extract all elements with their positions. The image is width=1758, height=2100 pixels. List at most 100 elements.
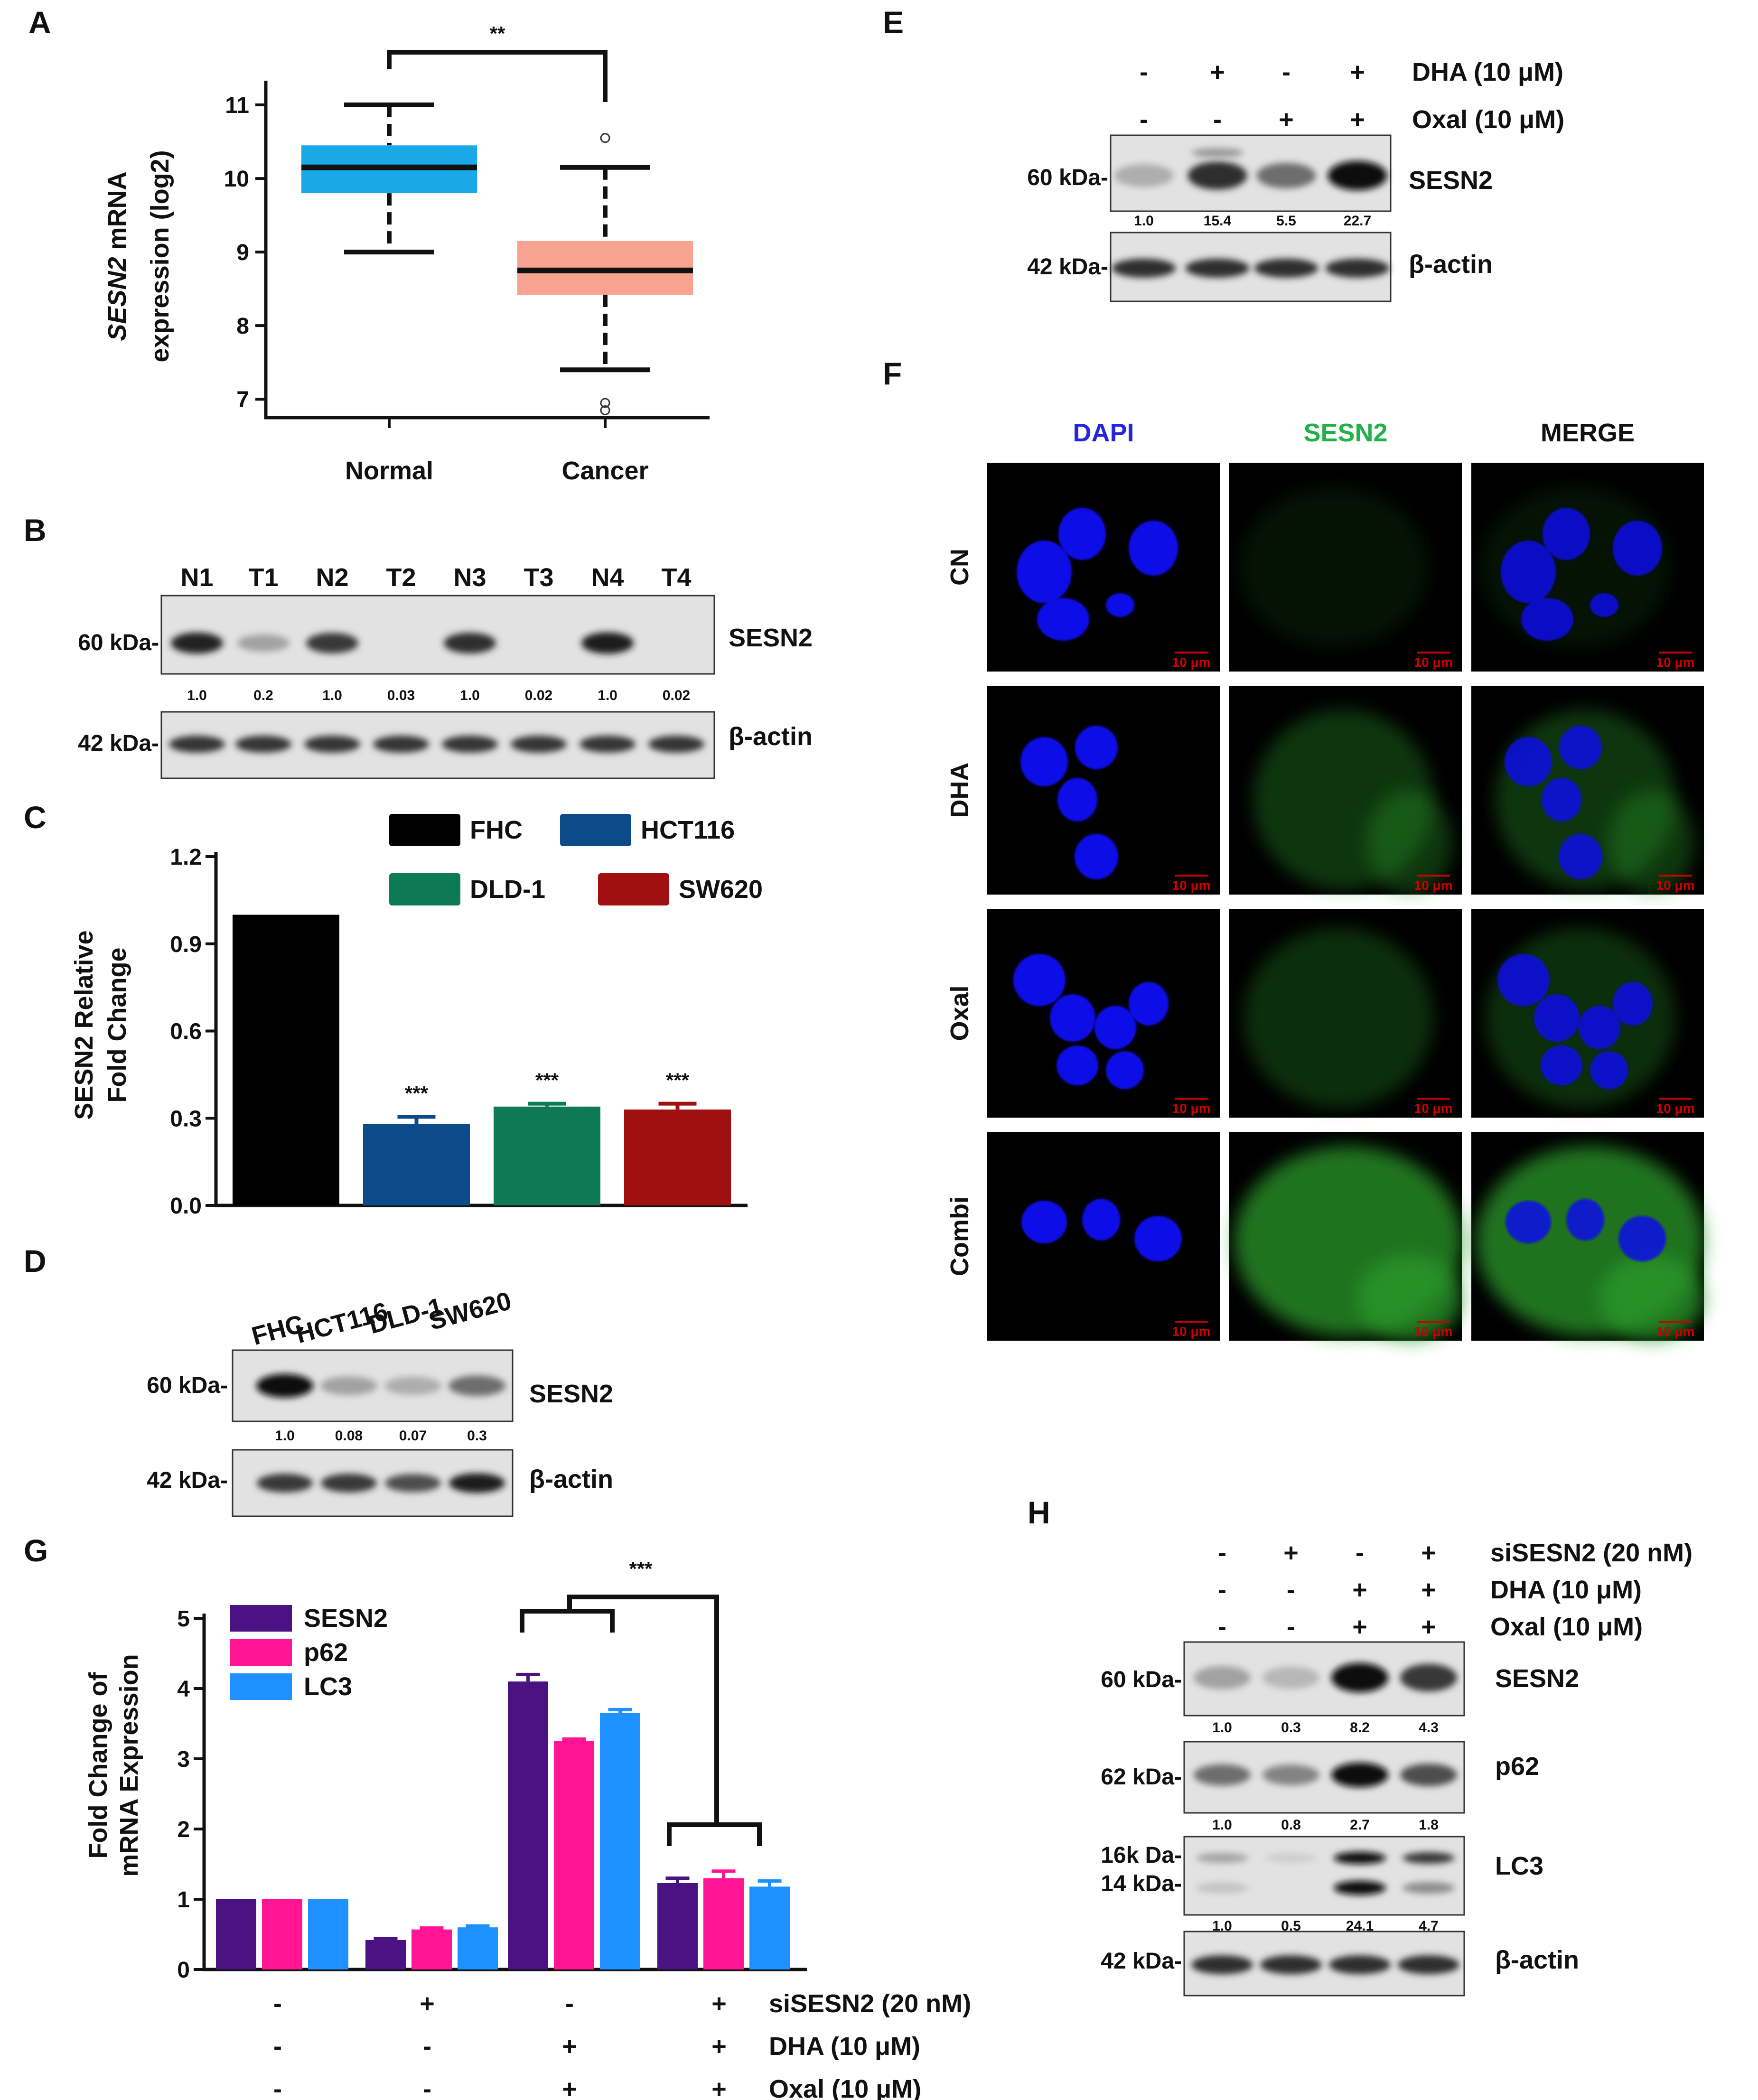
panel-b-quant-6: 0.02 — [525, 688, 552, 703]
panel-f-row-combi: Combi — [945, 1196, 974, 1276]
panel-g-legend-label-1: SESN2 — [304, 1604, 388, 1633]
panel-g-legend-label-3: LC3 — [304, 1672, 352, 1701]
panel-a-ylabel-rest: mRNA — [103, 171, 131, 257]
panel-e-band-sesn2-3 — [1256, 163, 1316, 188]
panel-e-quant-1: 1.0 — [1134, 213, 1154, 229]
panel-e-condition-row1-sign-2: + — [1210, 58, 1225, 86]
panel-f-column-dapi: DAPI — [1073, 419, 1134, 447]
panel-a-ylabel-gene: SESN2 — [103, 257, 131, 341]
panel-e-band-sesn2-2 — [1188, 161, 1247, 190]
panel-e-condition-row2-sign-2: - — [1213, 105, 1222, 134]
panel-b-lane-N3: N3 — [453, 563, 486, 592]
panel-g-condition-row1-label: siSESN2 (20 nM) — [769, 1989, 971, 2018]
panel-d-band-actin-4 — [449, 1473, 505, 1493]
dapi-nucleus-1 — [1020, 737, 1068, 786]
dapi-nucleus-4 — [1057, 1045, 1098, 1085]
panel-c-ytick-1.2: 1.2 — [170, 845, 202, 870]
dapi-nucleus-1 — [1497, 954, 1550, 1006]
panel-b-band-sesn2-5 — [444, 633, 496, 653]
dapi-nucleus-2 — [1566, 1199, 1604, 1241]
dapi-nucleus-1 — [1505, 737, 1552, 786]
panel-f-column-sesn2: SESN2 — [1303, 419, 1387, 447]
sesn2-cytoplasm-2 — [1367, 790, 1452, 895]
dapi-nucleus-3 — [1057, 778, 1097, 821]
panel-h-band-lc3-top-3 — [1334, 1852, 1386, 1864]
panel-e-quantification: 1.0 15.4 5.5 22.7 — [1134, 213, 1371, 229]
dapi-nucleus-4 — [1037, 598, 1089, 641]
dapi-nucleus-1 — [1506, 1201, 1551, 1243]
panel-g-bar-sesn2-3 — [508, 1681, 548, 1969]
panel-g-bar-lc3-2 — [458, 1927, 498, 1969]
panel-g-ytick-1: 1 — [177, 1887, 190, 1913]
panel-a-ytick-10: 10 — [224, 167, 249, 192]
dapi-nucleus-5 — [1590, 1051, 1628, 1089]
panel-b-lane-N1: N1 — [180, 563, 213, 592]
panel-d-mw-top: 60 kDa- — [147, 1373, 228, 1398]
panel-b-quant-8: 0.02 — [663, 688, 690, 703]
dapi-nucleus-1 — [1021, 1201, 1067, 1243]
panel-b-blot-sesn2 — [160, 595, 715, 675]
panel-g-condition-row1-sign-3: - — [565, 1989, 574, 2018]
panel-b-band-actin-7 — [580, 736, 636, 753]
panel-a-ytick-8: 8 — [236, 314, 249, 339]
panel-h-condition-row3-sign-3: + — [1352, 1613, 1367, 1641]
panel-b-quantification: 1.0 0.2 1.0 0.03 1.0 0.02 1.0 0.02 — [187, 688, 690, 703]
panel-b-lane-T2: T2 — [386, 563, 416, 592]
panel-f-image-oxal-sesn2: 10 μm — [1229, 909, 1462, 1118]
panel-e-condition-row1-label: DHA (10 μM) — [1412, 58, 1563, 86]
dapi-nucleus-2 — [1559, 726, 1602, 769]
panel-g-condition-row3-sign-4: + — [711, 2075, 727, 2100]
dapi-nucleus-3 — [1094, 1006, 1136, 1049]
panel-f-image-dha-sesn2: 10 μm — [1229, 686, 1462, 895]
panel-b-quant-2: 0.2 — [253, 688, 273, 703]
panel-b-band-actin-3 — [304, 736, 360, 753]
panel-b-lane-N2: N2 — [316, 563, 348, 592]
panel-c-legend-swatch-4 — [598, 873, 669, 905]
panel-a-xlabel-cancer: Cancer — [561, 457, 648, 485]
panel-f-image-dha-merge: 10 μm — [1471, 686, 1704, 895]
scale-bar-label: 10 μm — [1656, 1101, 1695, 1116]
panel-f-image-oxal-merge: 10 μm — [1471, 909, 1704, 1118]
panel-g-legend: SESN2 p62 LC3 — [230, 1604, 388, 1701]
panel-c: C 0.0 0.3 0.6 0.9 1.2 *** *** *** SESN2 Relativ… — [24, 800, 763, 1219]
panel-d-band-actin-3 — [385, 1474, 441, 1493]
panel-g-condition-row1-sign-4: + — [711, 1989, 727, 2018]
panel-h-band-lc3-bottom-3 — [1334, 1881, 1386, 1895]
panel-e-band-sesn2-4 — [1328, 161, 1387, 190]
panel-f-image-cn-merge: 10 μm — [1471, 463, 1704, 672]
panel-f-image-cn-sesn2: 10 μm — [1229, 463, 1462, 672]
panel-b-mw-top: 60 kDa- — [78, 630, 159, 655]
panel-b-band-sesn2-7 — [581, 632, 634, 654]
panel-h-protein-lc3: LC3 — [1495, 1852, 1543, 1880]
panel-h-mw-lc3-top: 16k Da- — [1101, 1843, 1182, 1868]
panel-label-h: H — [1028, 1495, 1050, 1530]
panel-c-bar-hct116 — [363, 1124, 470, 1205]
sesn2-cytoplasm-2 — [1609, 790, 1694, 895]
panel-d-band-sesn2-1 — [256, 1374, 313, 1398]
panel-e-quant-2: 15.4 — [1204, 213, 1232, 229]
panel-g-ytick-3: 3 — [177, 1747, 190, 1772]
dapi-nucleus-1 — [1501, 541, 1556, 603]
panel-e-bands-actin — [1112, 258, 1390, 278]
panel-a-box-cancer-outlier-1 — [600, 133, 610, 143]
dapi-nucleus-5 — [1590, 593, 1618, 617]
panel-g-condition-row1-sign-2: + — [420, 1989, 435, 2018]
panel-e-band-actin-1 — [1112, 258, 1176, 278]
panel-c-legend-label-4: SW620 — [679, 875, 763, 904]
panel-e-condition-row2-sign-4: + — [1350, 105, 1365, 134]
panel-c-legend-label-3: DLD-1 — [470, 875, 545, 904]
panel-d-quant-4: 0.3 — [467, 1428, 487, 1444]
panel-label-a: A — [28, 5, 51, 40]
panel-label-f: F — [883, 356, 902, 391]
panel-label-c: C — [24, 800, 47, 835]
panel-h-condition-row2-sign-4: + — [1421, 1576, 1436, 1604]
dapi-nucleus-6 — [1129, 982, 1169, 1026]
panel-d-band-sesn2-3 — [384, 1376, 441, 1395]
panel-h-condition-row1-sign-4: + — [1421, 1539, 1436, 1567]
panel-g-legend-label-2: p62 — [304, 1638, 348, 1667]
panel-a-ylabel-line2: expression (log2) — [146, 150, 174, 362]
panel-a: A 11 10 9 8 7 SESN2 mRNA expression (log2) N… — [28, 5, 710, 485]
panel-h: H - + - + siSESN2 (20 nM) - - + + DHA (10 μM) - - + +… — [1028, 1495, 1693, 1997]
panel-c-legend: FHC HCT116 DLD-1 SW620 — [389, 814, 763, 905]
